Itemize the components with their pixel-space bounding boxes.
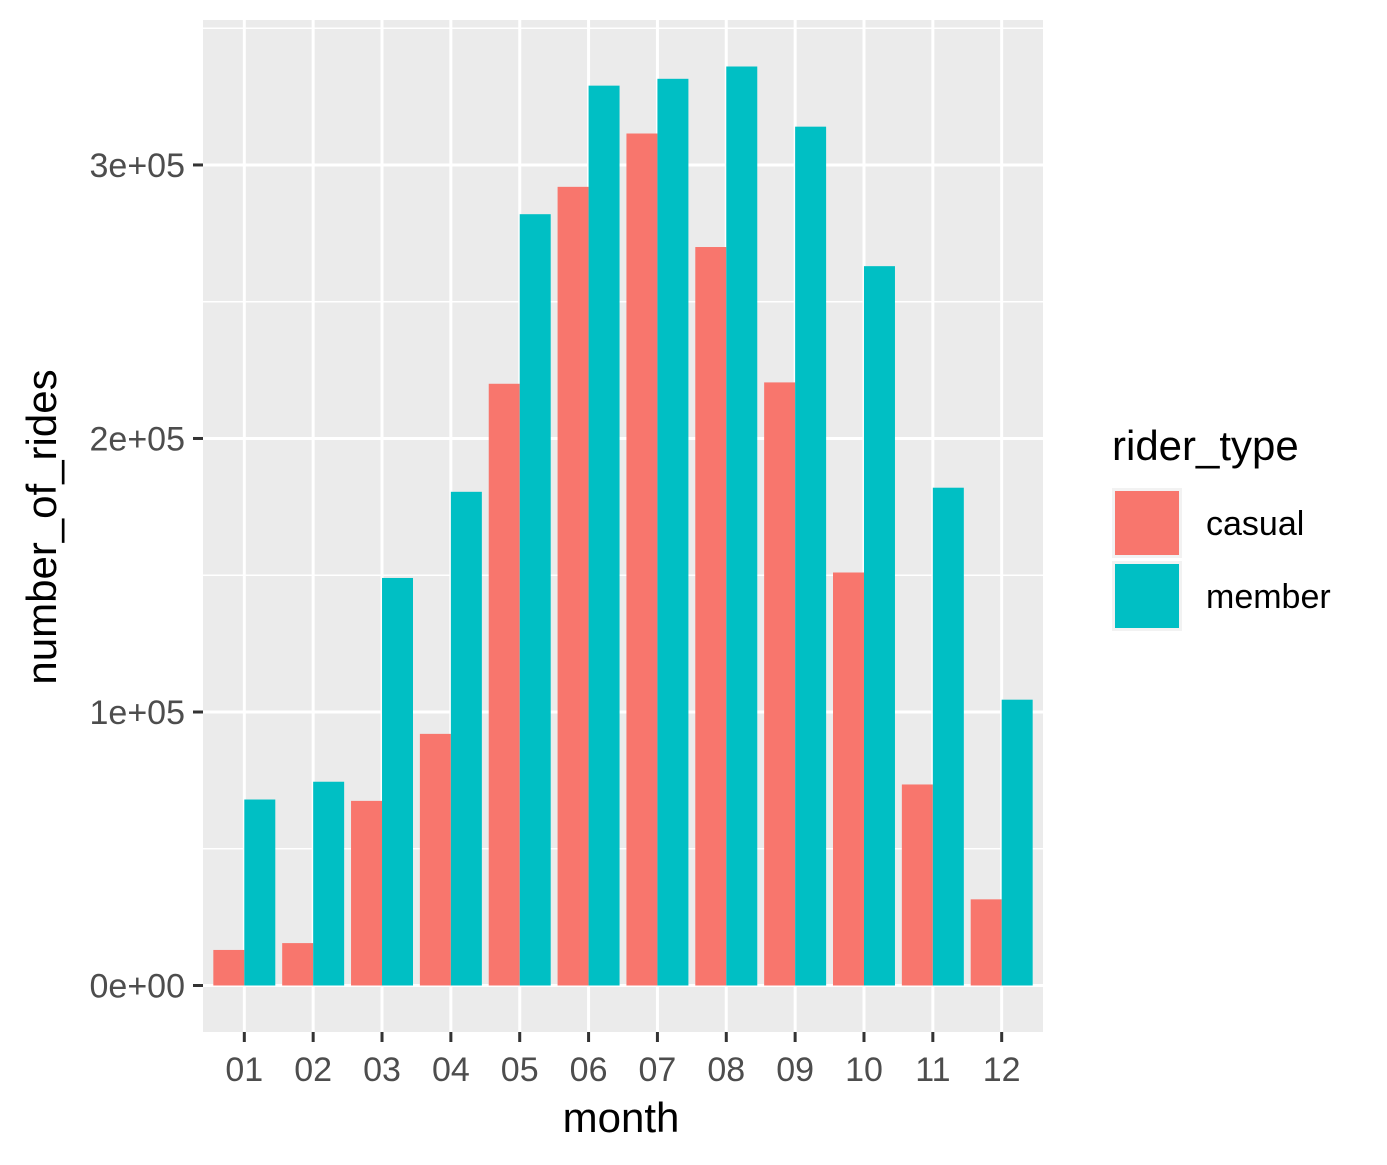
bar-member-03: [382, 577, 413, 986]
bar-casual-11: [901, 784, 933, 986]
legend-swatch-member: [1115, 564, 1179, 628]
bar-member-09: [795, 126, 827, 986]
x-tick-label: 07: [639, 1051, 677, 1089]
y-axis-title: number_of_rides: [18, 369, 65, 684]
legend-label-casual: casual: [1206, 505, 1304, 543]
bar-member-04: [450, 491, 482, 986]
bar-casual-04: [419, 733, 451, 986]
y-tick-label: 3e+05: [90, 147, 186, 185]
bar-member-12: [1001, 699, 1033, 986]
y-tick-label: 2e+05: [90, 420, 186, 458]
x-tick-label: 02: [294, 1051, 332, 1089]
bar-member-10: [863, 266, 895, 986]
bar-casual-08: [695, 247, 727, 986]
bars: [213, 66, 1033, 986]
x-axis-title: month: [563, 1094, 680, 1141]
bar-member-06: [588, 85, 620, 986]
x-tick-label: 06: [570, 1051, 608, 1089]
bar-member-07: [657, 78, 689, 986]
bar-member-01: [244, 799, 276, 986]
bar-casual-03: [351, 800, 383, 986]
x-tick-label: 11: [915, 1051, 950, 1089]
x-tick-label: 12: [983, 1051, 1021, 1089]
bar-casual-01: [213, 949, 245, 986]
legend-title: rider_type: [1112, 422, 1299, 469]
bar-casual-10: [833, 572, 864, 986]
legend-swatch-casual: [1115, 491, 1179, 555]
x-tick-label: 05: [501, 1051, 539, 1089]
bar-casual-06: [557, 186, 589, 986]
x-tick-label: 04: [432, 1051, 470, 1089]
y-axis: 0e+00 1e+05 2e+05 3e+05: [90, 147, 203, 1006]
bar-casual-09: [764, 382, 796, 986]
bar-casual-05: [488, 383, 520, 986]
y-tick-label: 1e+05: [90, 694, 186, 732]
bar-member-05: [519, 214, 551, 986]
x-axis: 01 02 03 04 05 06 07 08 09 10 11 12: [225, 1032, 1021, 1089]
legend-label-member: member: [1206, 578, 1331, 616]
bar-casual-02: [282, 943, 314, 986]
bar-member-02: [313, 781, 345, 986]
x-tick-label: 10: [845, 1051, 883, 1089]
bar-casual-07: [626, 133, 658, 986]
x-tick-label: 08: [707, 1051, 745, 1089]
bar-casual-12: [970, 899, 1002, 986]
x-tick-label: 01: [225, 1051, 263, 1089]
bar-member-08: [726, 66, 758, 986]
x-tick-label: 09: [776, 1051, 814, 1089]
y-tick-label: 0e+00: [90, 968, 186, 1006]
bar-member-11: [932, 487, 964, 986]
legend: rider_type casual member: [1112, 422, 1331, 631]
x-tick-label: 03: [363, 1051, 401, 1089]
